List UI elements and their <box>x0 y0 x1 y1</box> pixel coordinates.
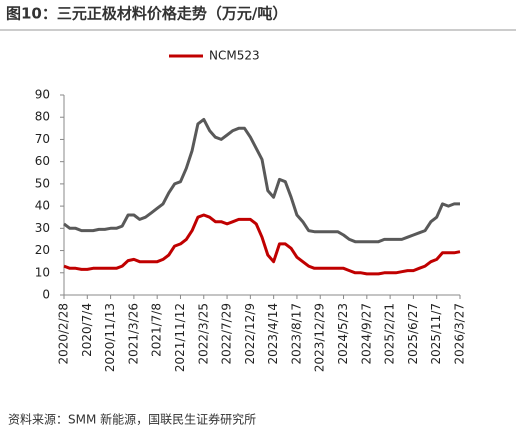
y-tick-label: 50 <box>35 176 50 190</box>
x-tick-label: 2020/2/28 <box>57 303 71 365</box>
x-tick-label: 2023/12/29 <box>313 303 327 372</box>
y-tick-label: 90 <box>35 88 50 102</box>
x-tick-label: 2025/11/7 <box>429 303 443 365</box>
y-tick-label: 0 <box>42 288 50 302</box>
x-tick-label: 2021/3/26 <box>126 303 140 365</box>
y-tick-label: 10 <box>35 265 50 279</box>
x-tick-label: 2026/3/27 <box>453 303 467 365</box>
x-tick-label: 2021/7/8 <box>150 303 164 357</box>
x-tick-label: 2020/11/13 <box>103 303 117 372</box>
x-tick-label: 2022/12/9 <box>243 303 257 365</box>
source-note: 资料来源：SMM 新能源，国联民生证券研究所 <box>8 412 256 427</box>
x-tick-label: 2024/9/27 <box>359 303 373 365</box>
y-tick-label: 30 <box>35 221 50 235</box>
y-tick-label: 40 <box>35 199 50 213</box>
x-tick-label: 2025/6/27 <box>406 303 420 365</box>
x-tick-label: 2022/3/25 <box>196 303 210 365</box>
x-tick-label: 2022/7/29 <box>220 303 234 365</box>
x-tick-label: 2024/5/23 <box>336 303 350 365</box>
y-tick-label: 20 <box>35 243 50 257</box>
x-tick-label: 2023/8/17 <box>289 303 303 365</box>
x-tick-label: 2020/7/4 <box>80 303 94 357</box>
x-tick-label: 2023/4/14 <box>266 303 280 365</box>
line-series <box>63 117 460 244</box>
chart-title: 图10：三元正极材料价格走势（万元/吨） <box>6 5 287 23</box>
y-tick-label: 70 <box>35 132 50 146</box>
line-series <box>63 213 461 276</box>
y-tick-label: 60 <box>35 154 50 168</box>
legend-label: NCM523 <box>209 49 260 63</box>
x-tick-label: 2021/11/12 <box>173 303 187 372</box>
x-tick-label: 2025/2/21 <box>383 303 397 365</box>
y-tick-label: 80 <box>35 110 50 124</box>
